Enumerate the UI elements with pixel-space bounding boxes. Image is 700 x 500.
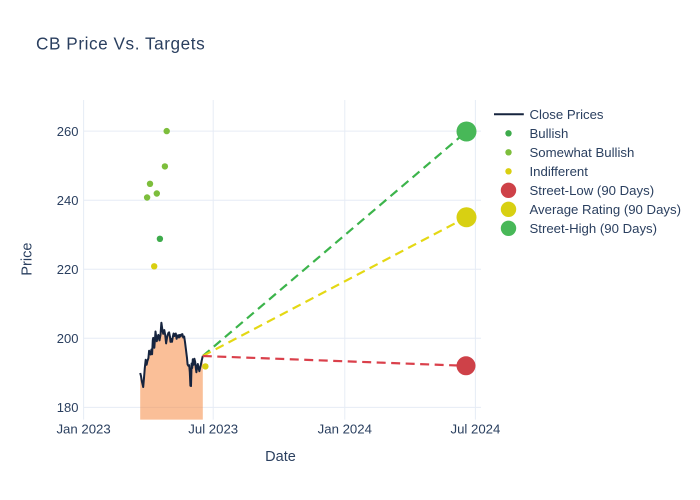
svg-text:Indifferent: Indifferent xyxy=(530,164,589,179)
svg-text:Bullish: Bullish xyxy=(530,126,569,141)
svg-text:Date: Date xyxy=(265,449,296,465)
svg-text:Close Prices: Close Prices xyxy=(530,107,604,122)
svg-text:Street-Low (90 Days): Street-Low (90 Days) xyxy=(530,183,655,198)
svg-text:200: 200 xyxy=(57,331,79,346)
svg-text:180: 180 xyxy=(57,400,79,415)
svg-text:220: 220 xyxy=(57,262,79,277)
svg-text:Jan 2023: Jan 2023 xyxy=(56,421,110,436)
svg-text:Price: Price xyxy=(20,243,36,276)
svg-text:CB Price Vs. Targets: CB Price Vs. Targets xyxy=(36,34,205,54)
svg-text:Jul 2024: Jul 2024 xyxy=(450,421,500,436)
svg-text:Street-High (90 Days): Street-High (90 Days) xyxy=(530,221,658,236)
svg-text:Jan 2024: Jan 2024 xyxy=(318,421,372,436)
svg-text:Jul 2023: Jul 2023 xyxy=(188,421,238,436)
svg-text:260: 260 xyxy=(57,124,79,139)
svg-text:240: 240 xyxy=(57,193,79,208)
svg-text:Average Rating (90 Days): Average Rating (90 Days) xyxy=(530,202,682,217)
svg-text:Somewhat Bullish: Somewhat Bullish xyxy=(530,145,635,160)
